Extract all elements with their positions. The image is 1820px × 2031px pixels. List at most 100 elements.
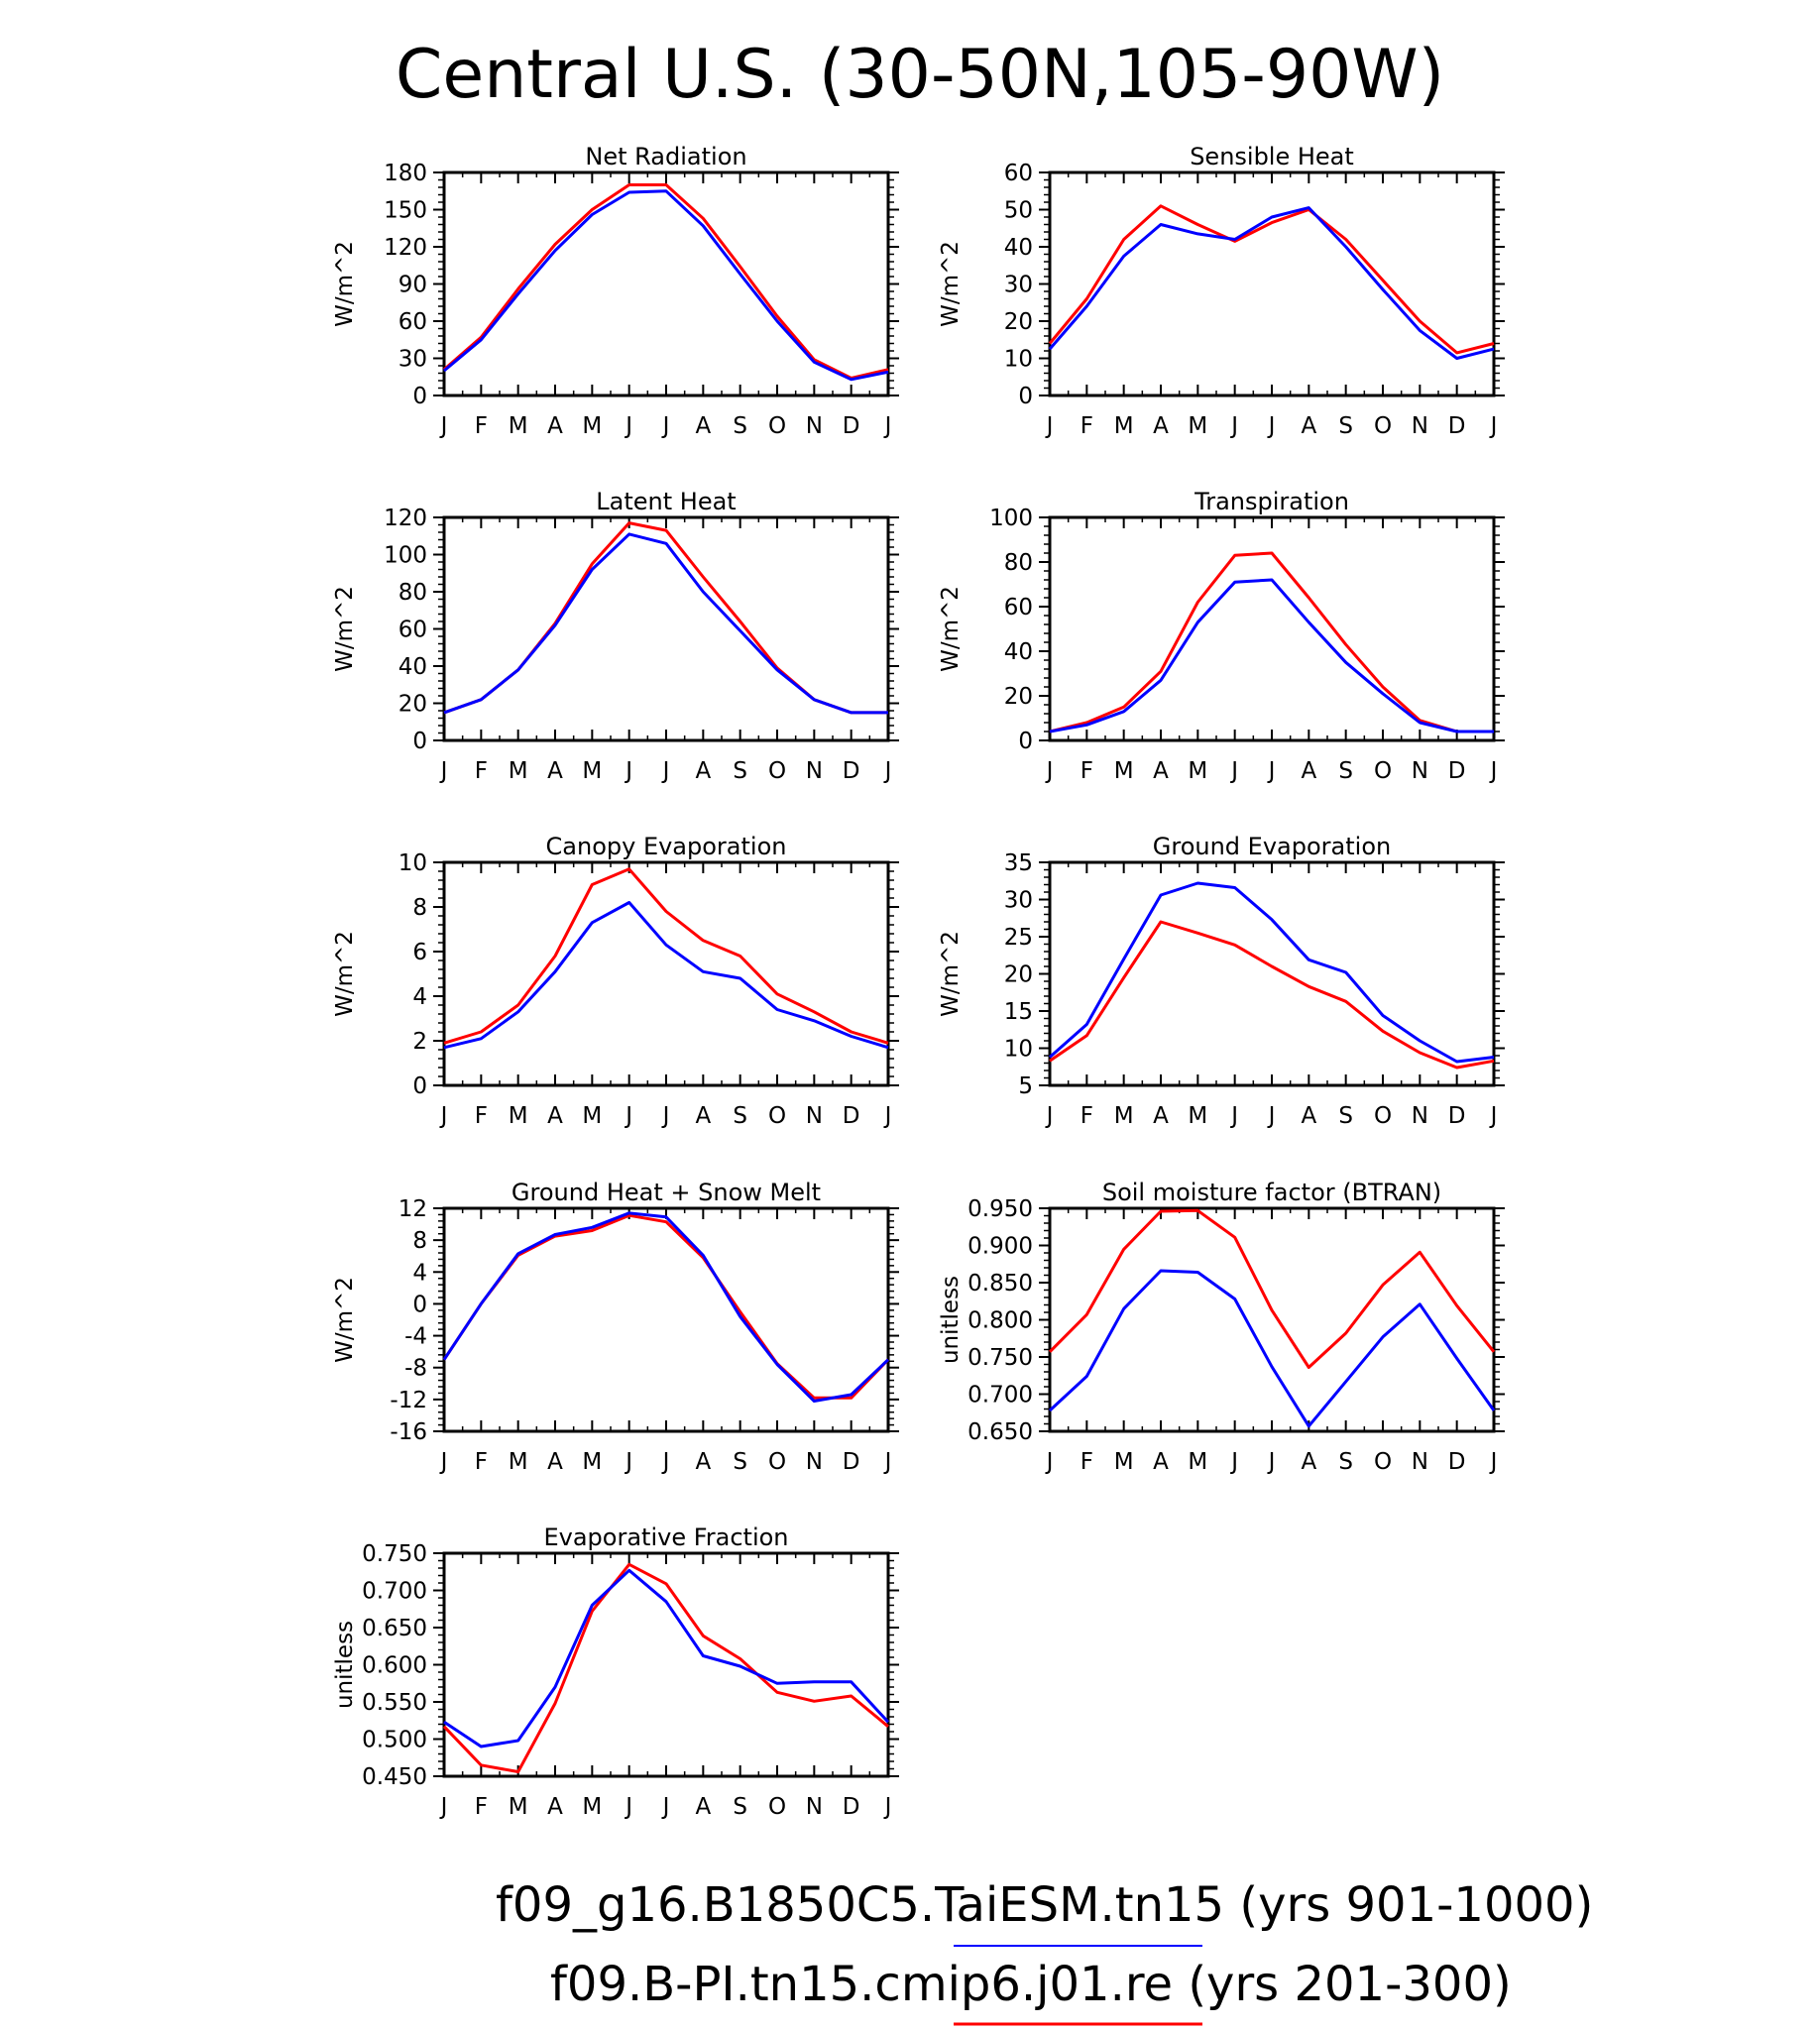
latent-heat-y-tick-label: 60 [398,618,427,643]
ground-heat-snow-melt-x-tick-label: D [843,1449,860,1475]
transpiration-x-tick-label: D [1448,758,1466,784]
transpiration-series-line-red [1049,551,1494,733]
canopy-evaporation-title: Canopy Evaporation [546,833,787,860]
latent-heat-x-tick-label: J [883,758,892,784]
net-radiation-y-tick-label: 120 [384,235,427,261]
evaporative-fraction-y-tick-label: 0.750 [362,1541,427,1567]
soil-moisture-factor-btran-x-tick-label: F [1081,1449,1093,1475]
evaporative-fraction-y-tick-label: 0.700 [362,1579,427,1605]
net-radiation-x-tick-label: F [475,413,488,439]
ground-evaporation-series-line-blue [1049,881,1495,1064]
latent-heat-x-tick-label: J [439,758,448,784]
evaporative-fraction-x-tick-label: A [695,1794,711,1820]
latent-heat-x-tick-label: O [768,758,786,784]
net-radiation-y-tick-label: 60 [398,309,427,335]
ground-heat-snow-melt-x-tick-label: S [733,1449,747,1475]
ground-heat-snow-melt-x-tick-label: J [661,1449,670,1475]
sensible-heat-y-axis-label: W/m^2 [938,241,964,327]
ground-evaporation-y-axis-label: W/m^2 [938,931,964,1017]
ground-evaporation-y-tick-label: 5 [1018,1073,1033,1099]
canopy-evaporation-x-tick-label: D [843,1103,860,1129]
transpiration-y-tick-label: 100 [989,506,1033,531]
sensible-heat-y-tick-label: 30 [1004,273,1033,298]
canopy-evaporation-x-tick-label: A [547,1103,563,1129]
ground-heat-snow-melt-y-tick-label: -12 [390,1388,427,1413]
ground-heat-snow-melt-y-tick-label: 8 [412,1228,427,1254]
ground-evaporation-x-tick-label: A [1153,1103,1169,1129]
canopy-evaporation-x-tick-label: O [768,1103,786,1129]
transpiration-series-line-blue [1049,578,1494,733]
evaporative-fraction-series-line-blue [443,1568,890,1749]
sensible-heat-y-tick-label: 10 [1004,347,1033,373]
net-radiation-y-tick-label: 90 [398,273,427,298]
latent-heat-x-tick-label: N [806,758,823,784]
net-radiation-x-tick-label: A [547,413,563,439]
evaporative-fraction-x-tick-label: N [806,1794,823,1820]
canopy-evaporation-x-tick-label: J [439,1103,448,1129]
evaporative-fraction-x-tick-label: M [582,1794,602,1820]
canopy-evaporation-y-tick-label: 6 [412,940,427,965]
sensible-heat-y-tick-label: 60 [1004,161,1033,186]
sensible-heat-title: Sensible Heat [1190,143,1354,170]
ground-evaporation-y-tick-label: 35 [1004,850,1033,876]
ground-heat-snow-melt-y-tick-label: 12 [398,1196,427,1222]
ground-heat-snow-melt-x-tick-label: O [768,1449,786,1475]
panel-soil-moisture-factor-btran: J F M A M J J A S O N D J0.6500.7000.7500.8000.8500.… [938,1179,1505,1475]
ground-evaporation-y-tick-label: 30 [1004,888,1033,914]
sensible-heat-series-line-red [1048,204,1495,355]
ground-heat-snow-melt-y-tick-label: -4 [404,1324,427,1350]
net-radiation-x-tick-label: M [509,413,528,439]
latent-heat-x-tick-label: M [509,758,528,784]
ground-heat-snow-melt-title: Ground Heat + Snow Melt [512,1179,821,1206]
latent-heat-x-tick-label: F [475,758,488,784]
ground-heat-snow-melt-x-tick-label: A [547,1449,563,1475]
ground-evaporation-series-line-red [1049,920,1495,1070]
evaporative-fraction-y-tick-label: 0.450 [362,1764,427,1790]
latent-heat-plot-frame [442,515,890,742]
latent-heat-x-tick-label: A [695,758,711,784]
ground-heat-snow-melt-x-tick-label: M [582,1449,602,1475]
net-radiation-x-tick-label: S [733,413,747,439]
canopy-evaporation-x-tick-label: J [661,1103,670,1129]
ground-evaporation-y-tick-label: 10 [1004,1037,1033,1063]
canopy-evaporation-y-tick-label: 0 [412,1073,427,1099]
net-radiation-x-tick-label: J [661,413,670,439]
canopy-evaporation-x-tick-label: S [733,1103,747,1129]
latent-heat-y-tick-label: 40 [398,654,427,680]
sensible-heat-x-tick-label: N [1412,413,1428,439]
transpiration-y-tick-label: 20 [1004,684,1033,710]
ground-evaporation-x-tick-label: S [1338,1103,1353,1129]
soil-moisture-factor-btran-x-tick-label: A [1301,1449,1316,1475]
sensible-heat-y-tick-label: 20 [1004,309,1033,335]
page-title: Central U.S. (30-50N,105-90W) [396,36,1444,114]
soil-moisture-factor-btran-x-tick-label: J [1267,1449,1276,1475]
sensible-heat-series-line-blue [1048,206,1495,360]
latent-heat-y-tick-label: 0 [412,729,427,754]
net-radiation-x-tick-label: J [439,413,448,439]
transpiration-y-tick-label: 60 [1004,595,1033,621]
ground-heat-snow-melt-y-tick-label: -16 [390,1419,427,1445]
transpiration-title: Transpiration [1194,488,1349,515]
soil-moisture-factor-btran-y-tick-label: 0.850 [967,1271,1033,1297]
sensible-heat-x-tick-label: J [1489,413,1498,439]
ground-evaporation-x-tick-label: J [1045,1103,1054,1129]
sensible-heat-plot-frame [1048,170,1496,397]
net-radiation-y-axis-label: W/m^2 [332,241,358,327]
sensible-heat-x-tick-label: M [1188,413,1207,439]
sensible-heat-x-tick-label: M [1114,413,1134,439]
transpiration-x-tick-label: N [1412,758,1428,784]
soil-moisture-factor-btran-y-tick-label: 0.950 [967,1196,1033,1222]
ground-heat-snow-melt-y-tick-label: 4 [412,1260,427,1286]
ground-heat-snow-melt-series-line-blue [442,1211,890,1403]
ground-evaporation-x-tick-label: A [1301,1103,1316,1129]
ground-evaporation-x-tick-label: M [1114,1103,1134,1129]
net-radiation-y-tick-label: 30 [398,347,427,373]
transpiration-y-tick-label: 80 [1004,550,1033,576]
transpiration-x-tick-label: J [1267,758,1276,784]
evaporative-fraction-y-tick-label: 0.600 [362,1653,427,1679]
ground-evaporation-y-tick-label: 15 [1004,999,1033,1025]
net-radiation-x-tick-label: J [883,413,892,439]
evaporative-fraction-x-tick-label: M [509,1794,528,1820]
